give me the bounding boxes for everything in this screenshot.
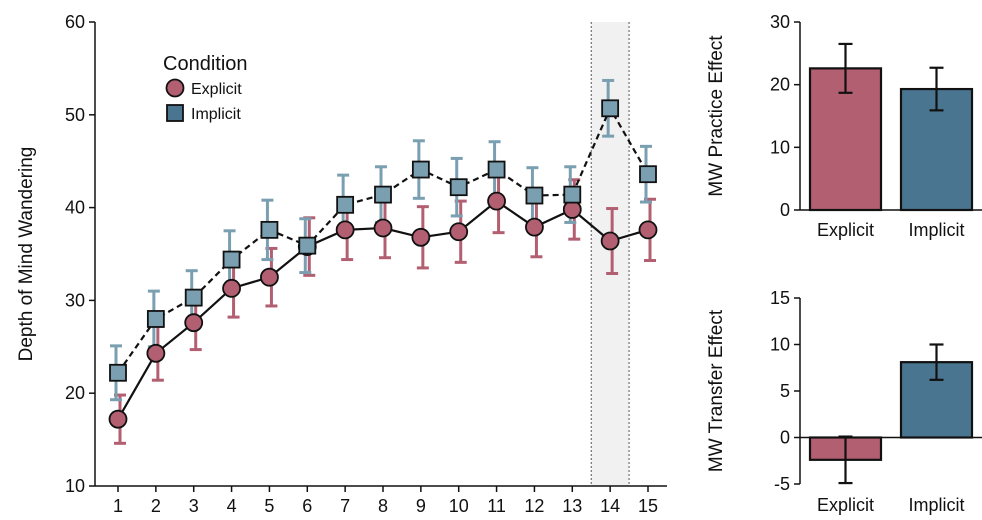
y-tick-label: 40 — [65, 198, 85, 218]
data-point — [487, 160, 506, 179]
data-point — [222, 250, 241, 269]
y-tick-label: 0 — [780, 200, 790, 220]
y-tick-label: 30 — [770, 12, 790, 32]
legend-label-explicit: Explicit — [191, 81, 242, 98]
data-point — [525, 217, 544, 237]
practice-effect-chart: 0 10 20 30 Explicit Implicit MW Practice Effec… — [706, 12, 982, 240]
x-tick-label: 14 — [600, 496, 620, 516]
legend-label-implicit: Implicit — [191, 106, 241, 123]
data-point — [373, 218, 393, 238]
data-point — [260, 267, 279, 287]
category-label-explicit: Explicit — [817, 495, 874, 515]
data-point — [639, 165, 657, 184]
x-tick-label: 13 — [562, 496, 582, 516]
y-tick-label: 50 — [65, 105, 85, 125]
data-point — [108, 409, 128, 429]
legend: Condition Explicit Implicit — [163, 53, 248, 123]
data-point — [525, 186, 544, 205]
data-point — [184, 288, 203, 307]
x-tick-label: 3 — [189, 496, 199, 516]
data-point — [600, 231, 620, 251]
x-tick-label: 12 — [524, 496, 544, 516]
y-tick-label: 10 — [770, 137, 790, 157]
x-tick-label: 9 — [416, 496, 426, 516]
y-axis-title: Depth of Mind Wandering — [16, 147, 37, 362]
data-point — [298, 236, 317, 255]
x-tick-label: 7 — [340, 496, 350, 516]
y-tick-label: 15 — [770, 288, 790, 308]
data-point — [184, 313, 204, 333]
data-point — [411, 160, 430, 179]
y-axis-title: MW Transfer Effect — [706, 309, 727, 472]
data-point — [109, 363, 127, 382]
data-point — [563, 185, 582, 204]
data-point — [260, 220, 279, 239]
legend-title: Condition — [163, 53, 248, 75]
data-point — [374, 185, 392, 204]
x-tick-label: 11 — [487, 496, 506, 516]
data-point — [449, 178, 468, 197]
legend-marker-explicit — [165, 78, 185, 98]
x-tick-label: 10 — [449, 496, 469, 516]
x-tick-label: 6 — [302, 496, 312, 516]
category-label-implicit: Implicit — [908, 220, 964, 240]
category-label-explicit: Explicit — [817, 220, 874, 240]
markers-implicit — [109, 99, 657, 382]
data-point — [601, 99, 620, 118]
x-tick-label: 4 — [227, 496, 237, 516]
data-point — [222, 278, 241, 298]
data-point — [335, 220, 355, 240]
data-point — [487, 191, 506, 211]
y-tick-label: 30 — [65, 290, 85, 310]
y-tick-label: -5 — [774, 474, 790, 494]
x-tick-label: 8 — [378, 496, 388, 516]
y-tick-label: 20 — [65, 383, 85, 403]
y-tick-label: 60 — [65, 12, 85, 32]
y-tick-label: 0 — [780, 428, 790, 448]
y-tick-label: 20 — [770, 75, 790, 95]
legend-marker-implicit — [166, 104, 184, 122]
data-point — [449, 222, 469, 242]
data-point — [411, 227, 431, 247]
data-point — [146, 343, 166, 363]
x-tick-label: 2 — [151, 496, 161, 516]
x-tick-label: 5 — [264, 496, 274, 516]
x-tick-label: 1 — [113, 496, 123, 516]
x-tick-label: 15 — [638, 496, 658, 516]
data-point — [146, 310, 165, 328]
data-point — [336, 195, 355, 214]
y-tick-label: 10 — [65, 476, 85, 496]
y-tick-label: 5 — [780, 381, 790, 401]
data-point — [638, 220, 658, 240]
highlight-band — [591, 22, 630, 486]
y-tick-label: 10 — [770, 335, 790, 355]
category-label-implicit: Implicit — [908, 495, 964, 515]
transfer-effect-chart: -5 0 5 10 15 Explicit Implicit MW Transfer Effe… — [706, 288, 982, 515]
y-axis-title: MW Practice Effect — [706, 35, 727, 197]
